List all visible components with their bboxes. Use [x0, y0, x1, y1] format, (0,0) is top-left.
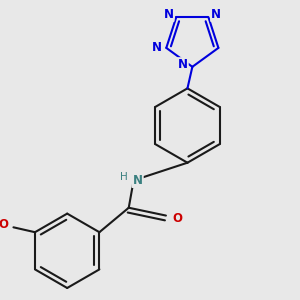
Text: O: O [173, 212, 183, 225]
Text: N: N [152, 41, 161, 54]
Text: H: H [120, 172, 128, 182]
Text: N: N [164, 8, 173, 21]
Text: N: N [211, 8, 221, 21]
Text: O: O [0, 218, 9, 231]
Text: N: N [133, 174, 142, 187]
Text: N: N [178, 58, 188, 71]
